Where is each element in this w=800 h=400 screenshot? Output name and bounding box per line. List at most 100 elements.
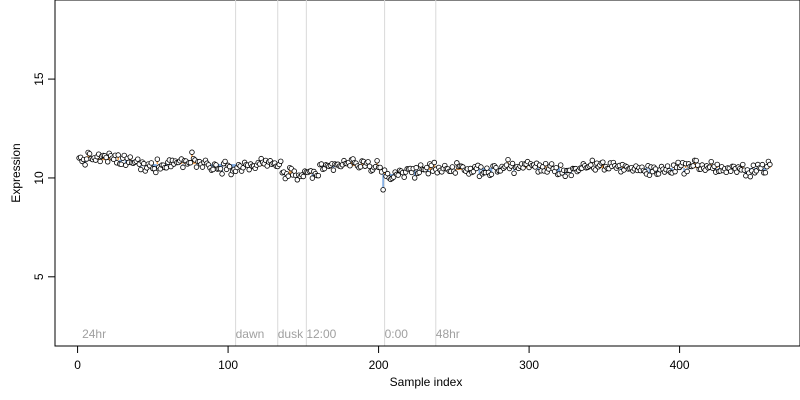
data-point: [82, 162, 88, 168]
data-point: [222, 158, 228, 165]
data-point: [488, 171, 495, 178]
data-point: [568, 172, 574, 179]
data-point: [187, 160, 194, 166]
data-point: [395, 172, 401, 178]
data-point: [452, 170, 459, 176]
annotation-label: dusk: [278, 327, 304, 341]
x-tick-label: 300: [519, 358, 539, 372]
data-point: [557, 162, 564, 168]
data-points: [76, 149, 773, 193]
data-point: [401, 174, 407, 180]
y-tick-label: 10: [32, 171, 46, 185]
data-point: [470, 168, 477, 175]
data-point: [103, 154, 109, 161]
data-point: [189, 149, 195, 155]
data-point: [505, 156, 511, 163]
data-point: [141, 160, 147, 167]
data-point: [381, 167, 388, 173]
data-point: [318, 161, 325, 167]
data-point: [449, 164, 456, 170]
data-point: [374, 158, 380, 164]
data-point: [548, 161, 555, 167]
data-point: [294, 177, 301, 183]
data-point: [86, 151, 93, 157]
data-point: [309, 175, 316, 181]
data-point: [148, 160, 155, 166]
x-axis-title: Sample index: [390, 375, 463, 389]
data-point: [180, 164, 186, 171]
data-point: [759, 161, 766, 168]
y-tick-label: 15: [32, 72, 46, 86]
data-point: [138, 166, 144, 173]
data-point: [542, 160, 549, 167]
data-point: [219, 171, 225, 177]
data-point: [431, 159, 437, 166]
annotation-label: 48hr: [436, 327, 460, 341]
data-point: [246, 166, 252, 173]
data-point: [384, 170, 391, 177]
data-point: [377, 164, 383, 171]
data-point: [300, 173, 307, 180]
x-tick-label: 0: [74, 358, 81, 372]
data-point: [412, 175, 418, 181]
data-point: [762, 169, 769, 176]
data-point: [708, 158, 714, 165]
y-axis-title: Expression: [9, 143, 23, 202]
x-tick-label: 400: [670, 358, 690, 372]
data-point: [153, 169, 159, 176]
data-point: [592, 167, 599, 173]
annotation-label: 24hr: [82, 327, 106, 341]
data-point: [693, 157, 699, 164]
data-point: [664, 163, 671, 169]
data-point: [365, 159, 371, 165]
data-point: [478, 164, 484, 170]
data-point: [199, 164, 206, 170]
data-point: [357, 164, 364, 170]
data-point: [652, 166, 659, 172]
data-point: [714, 161, 720, 168]
data-point: [553, 164, 559, 171]
data-point: [509, 160, 516, 167]
data-point: [690, 163, 696, 169]
data-point: [413, 164, 419, 171]
data-point: [424, 164, 430, 171]
data-point: [562, 173, 568, 179]
x-axis: 0 100 200 300 400: [74, 345, 690, 372]
data-point: [734, 169, 740, 175]
data-point: [728, 168, 734, 174]
data-point: [347, 163, 353, 169]
data-point: [154, 156, 161, 162]
y-tick-label: 5: [32, 273, 46, 280]
data-point: [118, 161, 124, 168]
data-point: [278, 158, 284, 165]
data-point: [83, 156, 90, 162]
data-point: [646, 172, 653, 178]
data-point: [380, 187, 386, 193]
data-point: [750, 162, 757, 168]
data-point: [747, 173, 754, 180]
data-point: [684, 168, 690, 175]
data-point: [600, 159, 606, 165]
data-point: [285, 173, 291, 179]
data-point: [425, 170, 431, 177]
data-point: [416, 169, 422, 176]
data-point: [127, 154, 133, 160]
x-tick-label: 100: [218, 358, 238, 372]
annotation-label: 12:00: [306, 327, 336, 341]
data-point: [97, 158, 103, 165]
data-point: [226, 163, 233, 170]
data-point: [511, 170, 517, 177]
data-point: [315, 172, 322, 179]
data-point: [104, 159, 111, 165]
data-point: [210, 166, 216, 173]
data-point: [589, 157, 596, 164]
data-point: [740, 161, 746, 168]
annotation-label: dawn: [236, 327, 265, 341]
data-point: [115, 152, 121, 158]
data-point: [193, 164, 200, 170]
data-point: [163, 165, 170, 171]
data-point: [767, 161, 773, 168]
y-axis: 5 10 15: [32, 72, 55, 280]
data-point: [588, 162, 594, 168]
